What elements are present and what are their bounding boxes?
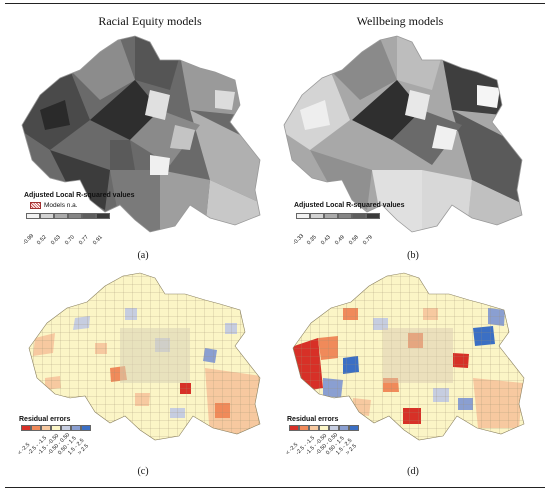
legend-swatch: [54, 213, 68, 219]
legend-a-title: Adjusted Local R-squared values: [24, 192, 135, 199]
legend-swatch: [319, 425, 329, 431]
legend-swatch: [329, 425, 339, 431]
legend-swatch: [324, 213, 338, 219]
legend-swatch: [40, 213, 54, 219]
legend-b-title: Adjusted Local R-squared values: [294, 202, 405, 209]
legend-c-ramp: [21, 425, 91, 431]
panel-b-label: (b): [407, 250, 419, 261]
panel-b-map: Adjusted Local R-squared values -0.33 0.3…: [280, 30, 545, 246]
legend-a-na: Models n.a.: [30, 202, 78, 209]
legend-a-na-label: Models n.a.: [44, 202, 78, 210]
legend-swatch: [296, 213, 310, 219]
legend-swatch: [338, 213, 352, 219]
legend-swatch: [71, 425, 81, 431]
panel-d-label: (d): [407, 466, 419, 477]
legend-swatch: [309, 425, 319, 431]
legend-swatch: [366, 213, 380, 219]
hatch-swatch: [30, 202, 41, 209]
legend-swatch: [21, 425, 31, 431]
racial-equity-residuals-map: [28, 272, 261, 441]
legend-swatch: [51, 425, 61, 431]
legend-swatch: [96, 213, 110, 219]
legend-b-ramp: [296, 213, 380, 219]
legend-swatch: [82, 213, 96, 219]
wellbeing-r2-map: [283, 35, 523, 233]
legend-d-ramp: [289, 425, 359, 431]
panel-a-label: (a): [137, 250, 149, 261]
legend-swatch: [41, 425, 51, 431]
wellbeing-header: Wellbeing models: [356, 14, 444, 28]
bottom-rule: [5, 487, 545, 488]
wellbeing-residuals-map: [292, 272, 525, 441]
panel-d-map: Residual errors < -2.5 -2.5 - -1.5 -1.5 - …: [283, 268, 548, 478]
legend-swatch: [26, 213, 40, 219]
legend-a-ramp: [26, 213, 110, 219]
legend-swatch: [310, 213, 324, 219]
legend-swatch: [61, 425, 71, 431]
legend-swatch: [289, 425, 299, 431]
panel-c-map: Residual errors < -2.5 -2.5 - -1.5 -1.5 - …: [15, 268, 280, 478]
racial-equity-header: Racial Equity models: [98, 14, 202, 28]
legend-swatch: [339, 425, 349, 431]
legend-swatch: [299, 425, 309, 431]
legend-swatch: [68, 213, 82, 219]
panel-c-label: (c): [137, 466, 149, 477]
racial-equity-r2-map: [21, 35, 261, 233]
legend-swatch: [352, 213, 366, 219]
top-rule: [5, 3, 545, 4]
legend-d-title: Residual errors: [287, 416, 339, 423]
legend-swatch: [31, 425, 41, 431]
legend-swatch: [349, 425, 359, 431]
legend-c-title: Residual errors: [19, 416, 71, 423]
panel-a-map: Adjusted Local R-squared values Models n…: [10, 30, 275, 246]
legend-swatch: [81, 425, 91, 431]
